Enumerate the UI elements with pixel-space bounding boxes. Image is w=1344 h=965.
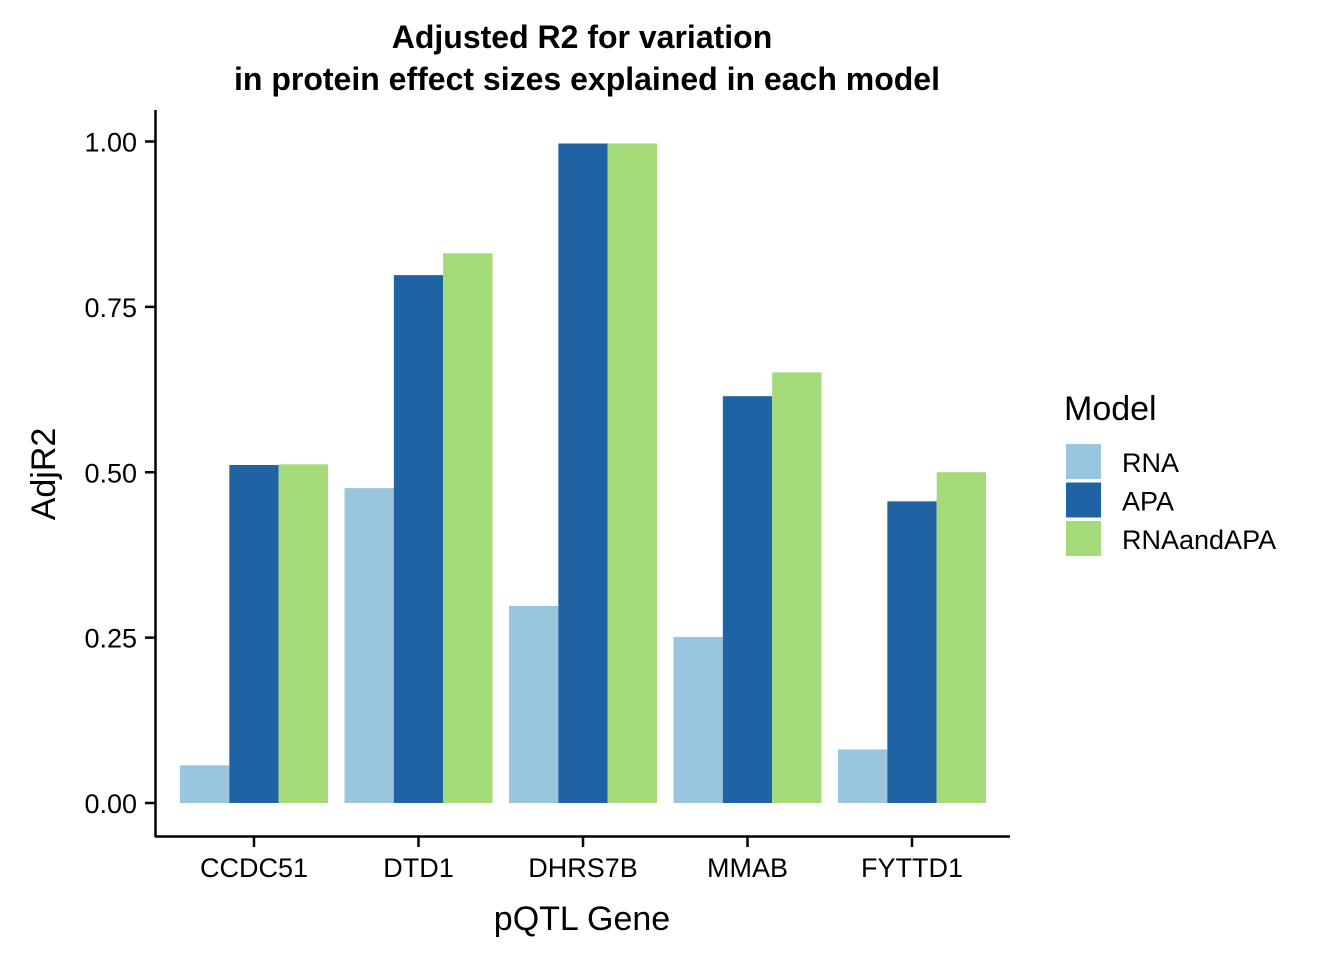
- chart-subtitle: in protein effect sizes explained in eac…: [234, 61, 940, 97]
- x-tick-label: DTD1: [383, 853, 454, 883]
- bar-rnaandapa-dhrs7b: [607, 143, 657, 803]
- legend-label-rna: RNA: [1122, 448, 1179, 478]
- bar-rnaandapa-ccdc51: [278, 464, 328, 803]
- legend-swatch-rnaandapa: [1066, 521, 1101, 556]
- bar-apa-fyttd1: [887, 501, 937, 803]
- bar-apa-mmab: [722, 396, 773, 803]
- x-tick-label: DHRS7B: [528, 853, 638, 883]
- bar-rna-mmab: [673, 636, 723, 803]
- legend-label-apa: APA: [1122, 487, 1174, 517]
- bar-rna-dhrs7b: [509, 605, 559, 803]
- bar-rna-ccdc51: [180, 765, 230, 803]
- y-tick-label: 1.00: [84, 128, 137, 158]
- y-tick-label: 0.75: [84, 293, 137, 323]
- y-axis-label: AdjR2: [25, 428, 63, 521]
- bar-rnaandapa-dtd1: [443, 253, 493, 803]
- legend-title: Model: [1064, 390, 1157, 428]
- bar-rna-fyttd1: [838, 749, 888, 803]
- legend-swatch-rna: [1066, 444, 1101, 479]
- x-tick-label: FYTTD1: [861, 853, 963, 883]
- x-tick-label: MMAB: [707, 853, 788, 883]
- bar-rna-dtd1: [344, 488, 394, 803]
- y-ticks-group: 0.00 0.25 0.50 0.75 1.00: [84, 128, 155, 819]
- chart-title: Adjusted R2 for variation: [392, 19, 773, 55]
- x-ticks-group: CCDC51 DTD1 DHRS7B MMAB FYTTD1: [200, 837, 963, 883]
- bar-apa-dtd1: [393, 275, 444, 803]
- legend-label-rnaandapa: RNAandAPA: [1122, 525, 1276, 555]
- legend-swatch-apa: [1066, 482, 1101, 518]
- bar-apa-ccdc51: [229, 464, 279, 803]
- x-tick-label: CCDC51: [200, 853, 308, 883]
- bar-rnaandapa-mmab: [772, 372, 822, 803]
- y-tick-label: 0.00: [84, 789, 137, 819]
- x-axis-label: pQTL Gene: [494, 900, 670, 938]
- legend: Model RNA APA RNAandAPA: [1064, 390, 1276, 556]
- bar-rnaandapa-fyttd1: [936, 472, 986, 803]
- bars-group: [180, 143, 986, 803]
- y-tick-label: 0.25: [84, 624, 137, 654]
- legend-items: RNA APA RNAandAPA: [1066, 444, 1276, 556]
- y-tick-label: 0.50: [84, 458, 137, 488]
- bar-apa-dhrs7b: [558, 143, 608, 803]
